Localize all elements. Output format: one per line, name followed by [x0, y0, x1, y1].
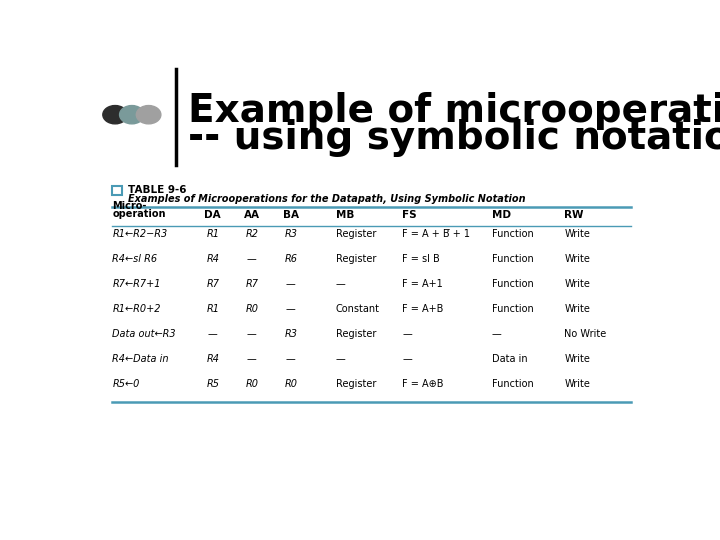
Text: Write: Write: [564, 230, 590, 239]
Text: Function: Function: [492, 254, 534, 265]
Circle shape: [120, 105, 144, 124]
Text: R0: R0: [246, 379, 258, 389]
Text: R1: R1: [206, 305, 220, 314]
Text: R3: R3: [284, 329, 297, 339]
Circle shape: [103, 105, 127, 124]
Text: MB: MB: [336, 210, 354, 220]
Text: Data in: Data in: [492, 354, 527, 364]
Text: —: —: [402, 354, 413, 364]
Text: -- using symbolic notation: -- using symbolic notation: [188, 119, 720, 157]
Text: Write: Write: [564, 305, 590, 314]
Text: Write: Write: [564, 354, 590, 364]
Text: F = A⊕B: F = A⊕B: [402, 379, 444, 389]
Text: Example of microoperation: Example of microoperation: [188, 92, 720, 130]
Text: DA: DA: [204, 210, 221, 220]
Text: F = sl B: F = sl B: [402, 254, 440, 265]
Text: —: —: [402, 329, 413, 339]
Text: R4←sl R6: R4←sl R6: [112, 254, 158, 265]
Text: Function: Function: [492, 379, 534, 389]
Text: —: —: [208, 329, 217, 339]
Text: operation: operation: [112, 208, 166, 219]
FancyBboxPatch shape: [112, 186, 122, 195]
Text: R0: R0: [284, 379, 297, 389]
Text: R0: R0: [246, 305, 258, 314]
Text: R4: R4: [206, 354, 220, 364]
Text: Examples of Microoperations for the Datapath, Using Symbolic Notation: Examples of Microoperations for the Data…: [128, 194, 526, 204]
Text: BA: BA: [283, 210, 299, 220]
Text: —: —: [492, 329, 502, 339]
Text: R7: R7: [246, 279, 258, 289]
Text: R1: R1: [206, 230, 220, 239]
Text: Constant: Constant: [336, 305, 379, 314]
Text: FS: FS: [402, 210, 417, 220]
Text: Write: Write: [564, 279, 590, 289]
Text: —: —: [286, 305, 296, 314]
Text: Write: Write: [564, 379, 590, 389]
Text: —: —: [247, 254, 257, 265]
Text: —: —: [286, 354, 296, 364]
Text: —: —: [286, 279, 296, 289]
Text: —: —: [247, 329, 257, 339]
Text: —: —: [336, 354, 346, 364]
Text: Register: Register: [336, 254, 376, 265]
Text: R4←Data in: R4←Data in: [112, 354, 168, 364]
Text: Function: Function: [492, 230, 534, 239]
Text: Register: Register: [336, 329, 376, 339]
Text: R4: R4: [206, 254, 220, 265]
Text: R2: R2: [246, 230, 258, 239]
Text: R7: R7: [206, 279, 220, 289]
Text: R5←0: R5←0: [112, 379, 140, 389]
Text: R7←R7+1: R7←R7+1: [112, 279, 161, 289]
Text: No Write: No Write: [564, 329, 606, 339]
Text: RW: RW: [564, 210, 584, 220]
Text: F = A+1: F = A+1: [402, 279, 444, 289]
Text: R3: R3: [284, 230, 297, 239]
Text: R1←R2−R3: R1←R2−R3: [112, 230, 168, 239]
Text: Data out←R3: Data out←R3: [112, 329, 176, 339]
Text: F = A + B̅ + 1: F = A + B̅ + 1: [402, 230, 470, 239]
Text: Function: Function: [492, 305, 534, 314]
Text: Write: Write: [564, 254, 590, 265]
Text: —: —: [247, 354, 257, 364]
Text: MD: MD: [492, 210, 510, 220]
Text: TABLE 9-6: TABLE 9-6: [128, 185, 186, 195]
Text: R1←R0+2: R1←R0+2: [112, 305, 161, 314]
Text: AA: AA: [244, 210, 260, 220]
Text: R5: R5: [206, 379, 220, 389]
Circle shape: [136, 105, 161, 124]
Text: Register: Register: [336, 230, 376, 239]
Text: R6: R6: [284, 254, 297, 265]
Text: Micro-: Micro-: [112, 201, 147, 211]
Text: F = A+B: F = A+B: [402, 305, 444, 314]
Text: —: —: [336, 279, 346, 289]
Text: Register: Register: [336, 379, 376, 389]
Text: Function: Function: [492, 279, 534, 289]
